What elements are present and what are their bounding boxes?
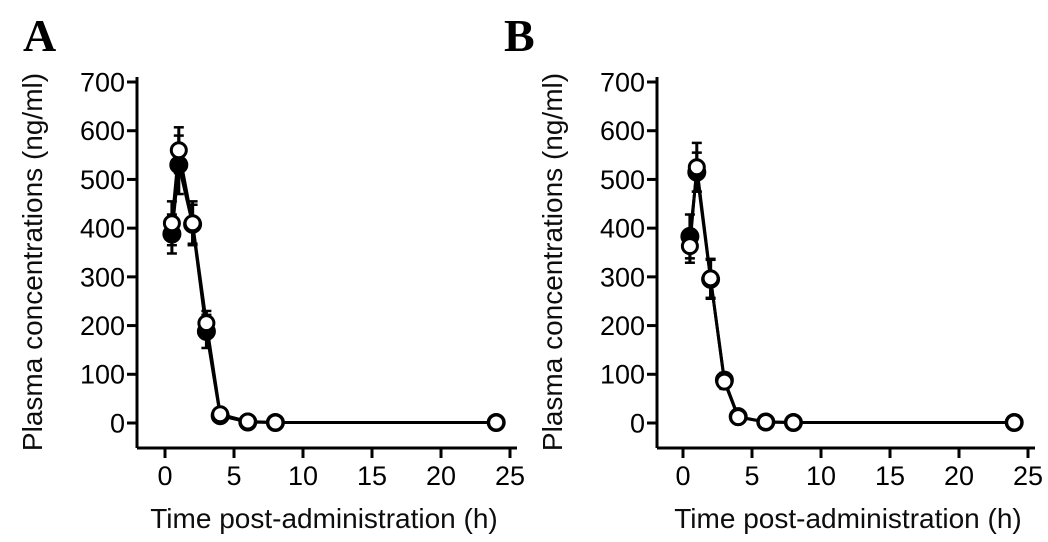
x-tick-label: 20 <box>426 461 456 491</box>
panel-a-letter: A <box>23 10 57 61</box>
x-tick-label: 10 <box>288 461 318 491</box>
y-tick-label: 400 <box>80 214 125 244</box>
x-tick-label: 10 <box>806 461 836 491</box>
data-point-open-circle <box>169 141 188 160</box>
data-point-open-circle <box>266 413 285 432</box>
data-point-open-circle <box>183 214 202 233</box>
y-tick-label: 700 <box>80 67 125 97</box>
x-tick-label: 25 <box>495 461 525 491</box>
y-tick-label: 300 <box>80 262 125 292</box>
y-tick-label: 100 <box>600 360 645 390</box>
y-tick-label: 400 <box>600 214 645 244</box>
series-line-open-circle <box>688 165 1015 425</box>
series-line-filled-circle <box>688 170 1015 425</box>
panel-a-y-axis-label: Plasma concentrations (ng/ml) <box>17 72 48 452</box>
data-point-open-circle <box>162 214 181 233</box>
data-point-open-circle <box>784 413 803 432</box>
data-point-open-circle <box>729 408 748 427</box>
panel-b-letter: B <box>504 10 535 61</box>
data-point-open-circle <box>715 372 734 391</box>
data-point-open-circle <box>487 413 506 432</box>
data-point-open-circle <box>211 405 230 424</box>
y-tick-label: 200 <box>600 311 645 341</box>
data-point-open-circle <box>687 158 706 177</box>
x-tick-label: 15 <box>357 461 387 491</box>
y-tick-label: 500 <box>80 165 125 195</box>
y-tick-label: 0 <box>110 408 125 438</box>
y-tick-label: 700 <box>600 67 645 97</box>
y-tick-label: 600 <box>600 116 645 146</box>
x-tick-label: 15 <box>875 461 905 491</box>
data-point-open-circle <box>197 314 216 333</box>
data-point-open-circle <box>756 413 775 432</box>
data-point-open-circle <box>238 412 257 431</box>
series-line-filled-circle <box>170 163 497 425</box>
data-point-open-circle <box>701 269 720 288</box>
data-point-filled-circle <box>169 155 189 175</box>
x-tick-label: 0 <box>157 461 172 491</box>
data-point-open-circle <box>1005 413 1024 432</box>
panel-b-y-axis-label: Plasma concentrations (ng/ml) <box>537 72 568 452</box>
y-tick-label: 600 <box>80 116 125 146</box>
x-tick-label: 5 <box>226 461 241 491</box>
y-tick-label: 500 <box>600 165 645 195</box>
x-tick-label: 5 <box>744 461 759 491</box>
panel-b-x-axis-label: Time post-administration (h) <box>674 503 1022 534</box>
y-tick-label: 200 <box>80 311 125 341</box>
y-tick-label: 0 <box>630 408 645 438</box>
data-point-open-circle <box>680 237 699 256</box>
series-line-open-circle <box>170 148 497 425</box>
y-tick-label: 100 <box>80 360 125 390</box>
x-tick-label: 20 <box>944 461 974 491</box>
x-tick-label: 25 <box>1013 461 1043 491</box>
x-tick-label: 0 <box>675 461 690 491</box>
y-tick-label: 300 <box>600 262 645 292</box>
panel-a-x-axis-label: Time post-administration (h) <box>150 503 498 534</box>
